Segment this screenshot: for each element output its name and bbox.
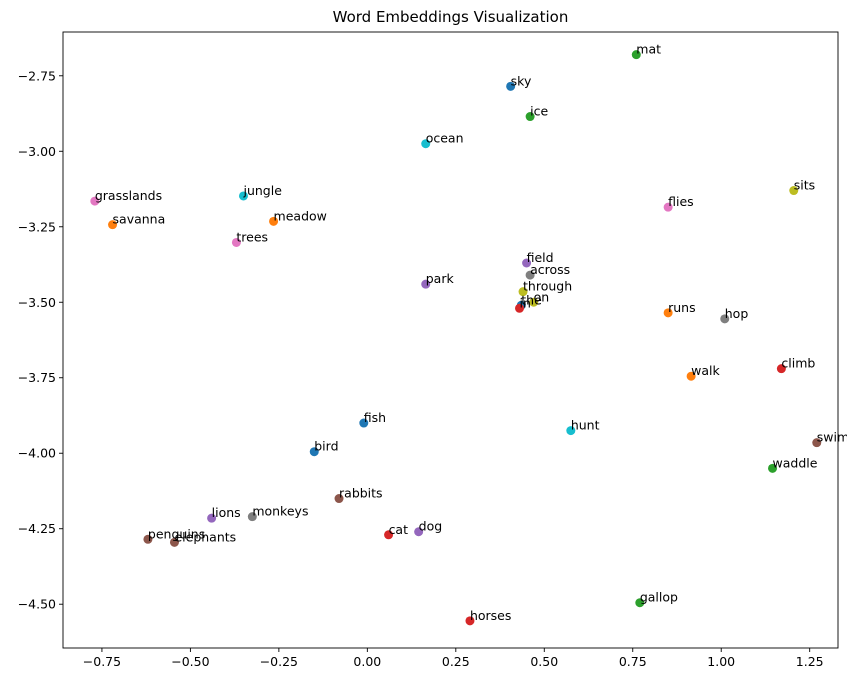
point-on	[529, 297, 539, 307]
point-penguins	[143, 534, 153, 544]
label-trees: trees	[236, 229, 268, 244]
data-points	[90, 50, 822, 626]
label-rabbits: rabbits	[339, 486, 383, 501]
point-trees	[231, 237, 241, 247]
x-tick-label: 1.25	[796, 654, 824, 669]
label-jungle: jungle	[242, 183, 282, 198]
point-ocean	[421, 139, 431, 149]
label-mat: mat	[636, 42, 661, 57]
y-tick-label: −3.50	[18, 295, 56, 310]
point-hop	[720, 314, 730, 324]
y-tick-label: −4.00	[18, 446, 56, 461]
point-monkeys	[247, 512, 257, 522]
label-savanna: savanna	[113, 212, 166, 227]
x-tick-label: 0.00	[353, 654, 381, 669]
label-cat: cat	[389, 522, 409, 537]
label-hop: hop	[725, 306, 749, 321]
label-the: the	[521, 292, 542, 307]
point-field	[522, 258, 532, 268]
x-tick-label: −0.75	[83, 654, 121, 669]
label-walk: walk	[691, 363, 720, 378]
x-tick-label: 1.00	[707, 654, 735, 669]
point-bird	[309, 447, 319, 457]
point-mat	[631, 50, 641, 60]
point-in	[515, 303, 525, 313]
label-gallop: gallop	[640, 590, 678, 605]
label-on: on	[534, 289, 550, 304]
x-tick-label: 0.25	[442, 654, 470, 669]
point-hunt	[566, 426, 576, 436]
y-tick-label: −4.25	[18, 521, 56, 536]
point-meadow	[269, 216, 279, 226]
point-dog	[414, 527, 424, 537]
x-tick-label: 0.50	[530, 654, 558, 669]
label-through: through	[523, 279, 572, 294]
label-runs: runs	[668, 300, 696, 315]
x-tick-label: 0.75	[619, 654, 647, 669]
label-climb: climb	[781, 356, 815, 371]
x-tick-label: −0.50	[171, 654, 209, 669]
plot-frame	[62, 31, 839, 649]
point-grasslands	[90, 196, 100, 206]
y-tick-label: −3.00	[18, 144, 56, 159]
chart-title: Word Embeddings Visualization	[333, 8, 569, 26]
point-lions	[207, 513, 217, 523]
y-tick-label: −4.50	[18, 597, 56, 612]
label-in: in	[520, 295, 531, 310]
point-waddle	[768, 463, 778, 473]
point-sky	[506, 81, 516, 91]
label-elephants: elephants	[174, 529, 236, 544]
point-rabbits	[334, 494, 344, 504]
label-ocean: ocean	[426, 131, 464, 146]
label-dog: dog	[419, 519, 443, 534]
label-horses: horses	[470, 608, 511, 623]
point-through	[518, 287, 528, 297]
point-gallop	[635, 598, 645, 608]
x-tick-label: −0.25	[260, 654, 298, 669]
point-savanna	[108, 220, 118, 230]
point-flies	[663, 202, 673, 212]
point-across	[525, 270, 535, 280]
point-runs	[663, 308, 673, 318]
point-ice	[525, 112, 535, 122]
y-tick-label: −3.25	[18, 219, 56, 234]
label-bird: bird	[314, 439, 338, 454]
label-ice: ice	[530, 104, 548, 119]
label-across: across	[530, 262, 570, 277]
point-jungle	[238, 191, 248, 201]
label-field: field	[527, 250, 554, 265]
point-horses	[465, 616, 475, 626]
label-monkeys: monkeys	[252, 504, 308, 519]
label-sky: sky	[511, 73, 532, 88]
label-sits: sits	[794, 178, 815, 193]
point-park	[421, 279, 431, 289]
point-swim	[812, 438, 822, 448]
label-park: park	[426, 271, 455, 286]
label-meadow: meadow	[274, 208, 327, 223]
point-cat	[384, 530, 394, 540]
point-elephants	[169, 537, 179, 547]
label-waddle: waddle	[773, 455, 818, 470]
point-sits	[789, 186, 799, 196]
point-fish	[359, 418, 369, 428]
point-climb	[776, 364, 786, 374]
label-grasslands: grasslands	[95, 188, 162, 203]
label-hunt: hunt	[571, 418, 600, 433]
point-walk	[686, 371, 696, 381]
axes: −0.75 −0.50 −0.25 0.00 0.25 0.50 0.75 1.00 1.25 −…	[18, 31, 839, 669]
word-labels: mat sky ice ocean sits grasslands jungle flies s…	[95, 42, 847, 623]
y-tick-label: −2.75	[18, 68, 56, 83]
label-flies: flies	[668, 194, 694, 209]
label-penguins: penguins	[148, 526, 205, 541]
y-tick-label: −3.75	[18, 370, 56, 385]
label-swim: swim	[817, 430, 847, 445]
label-fish: fish	[364, 410, 386, 425]
label-lions: lions	[212, 505, 241, 520]
